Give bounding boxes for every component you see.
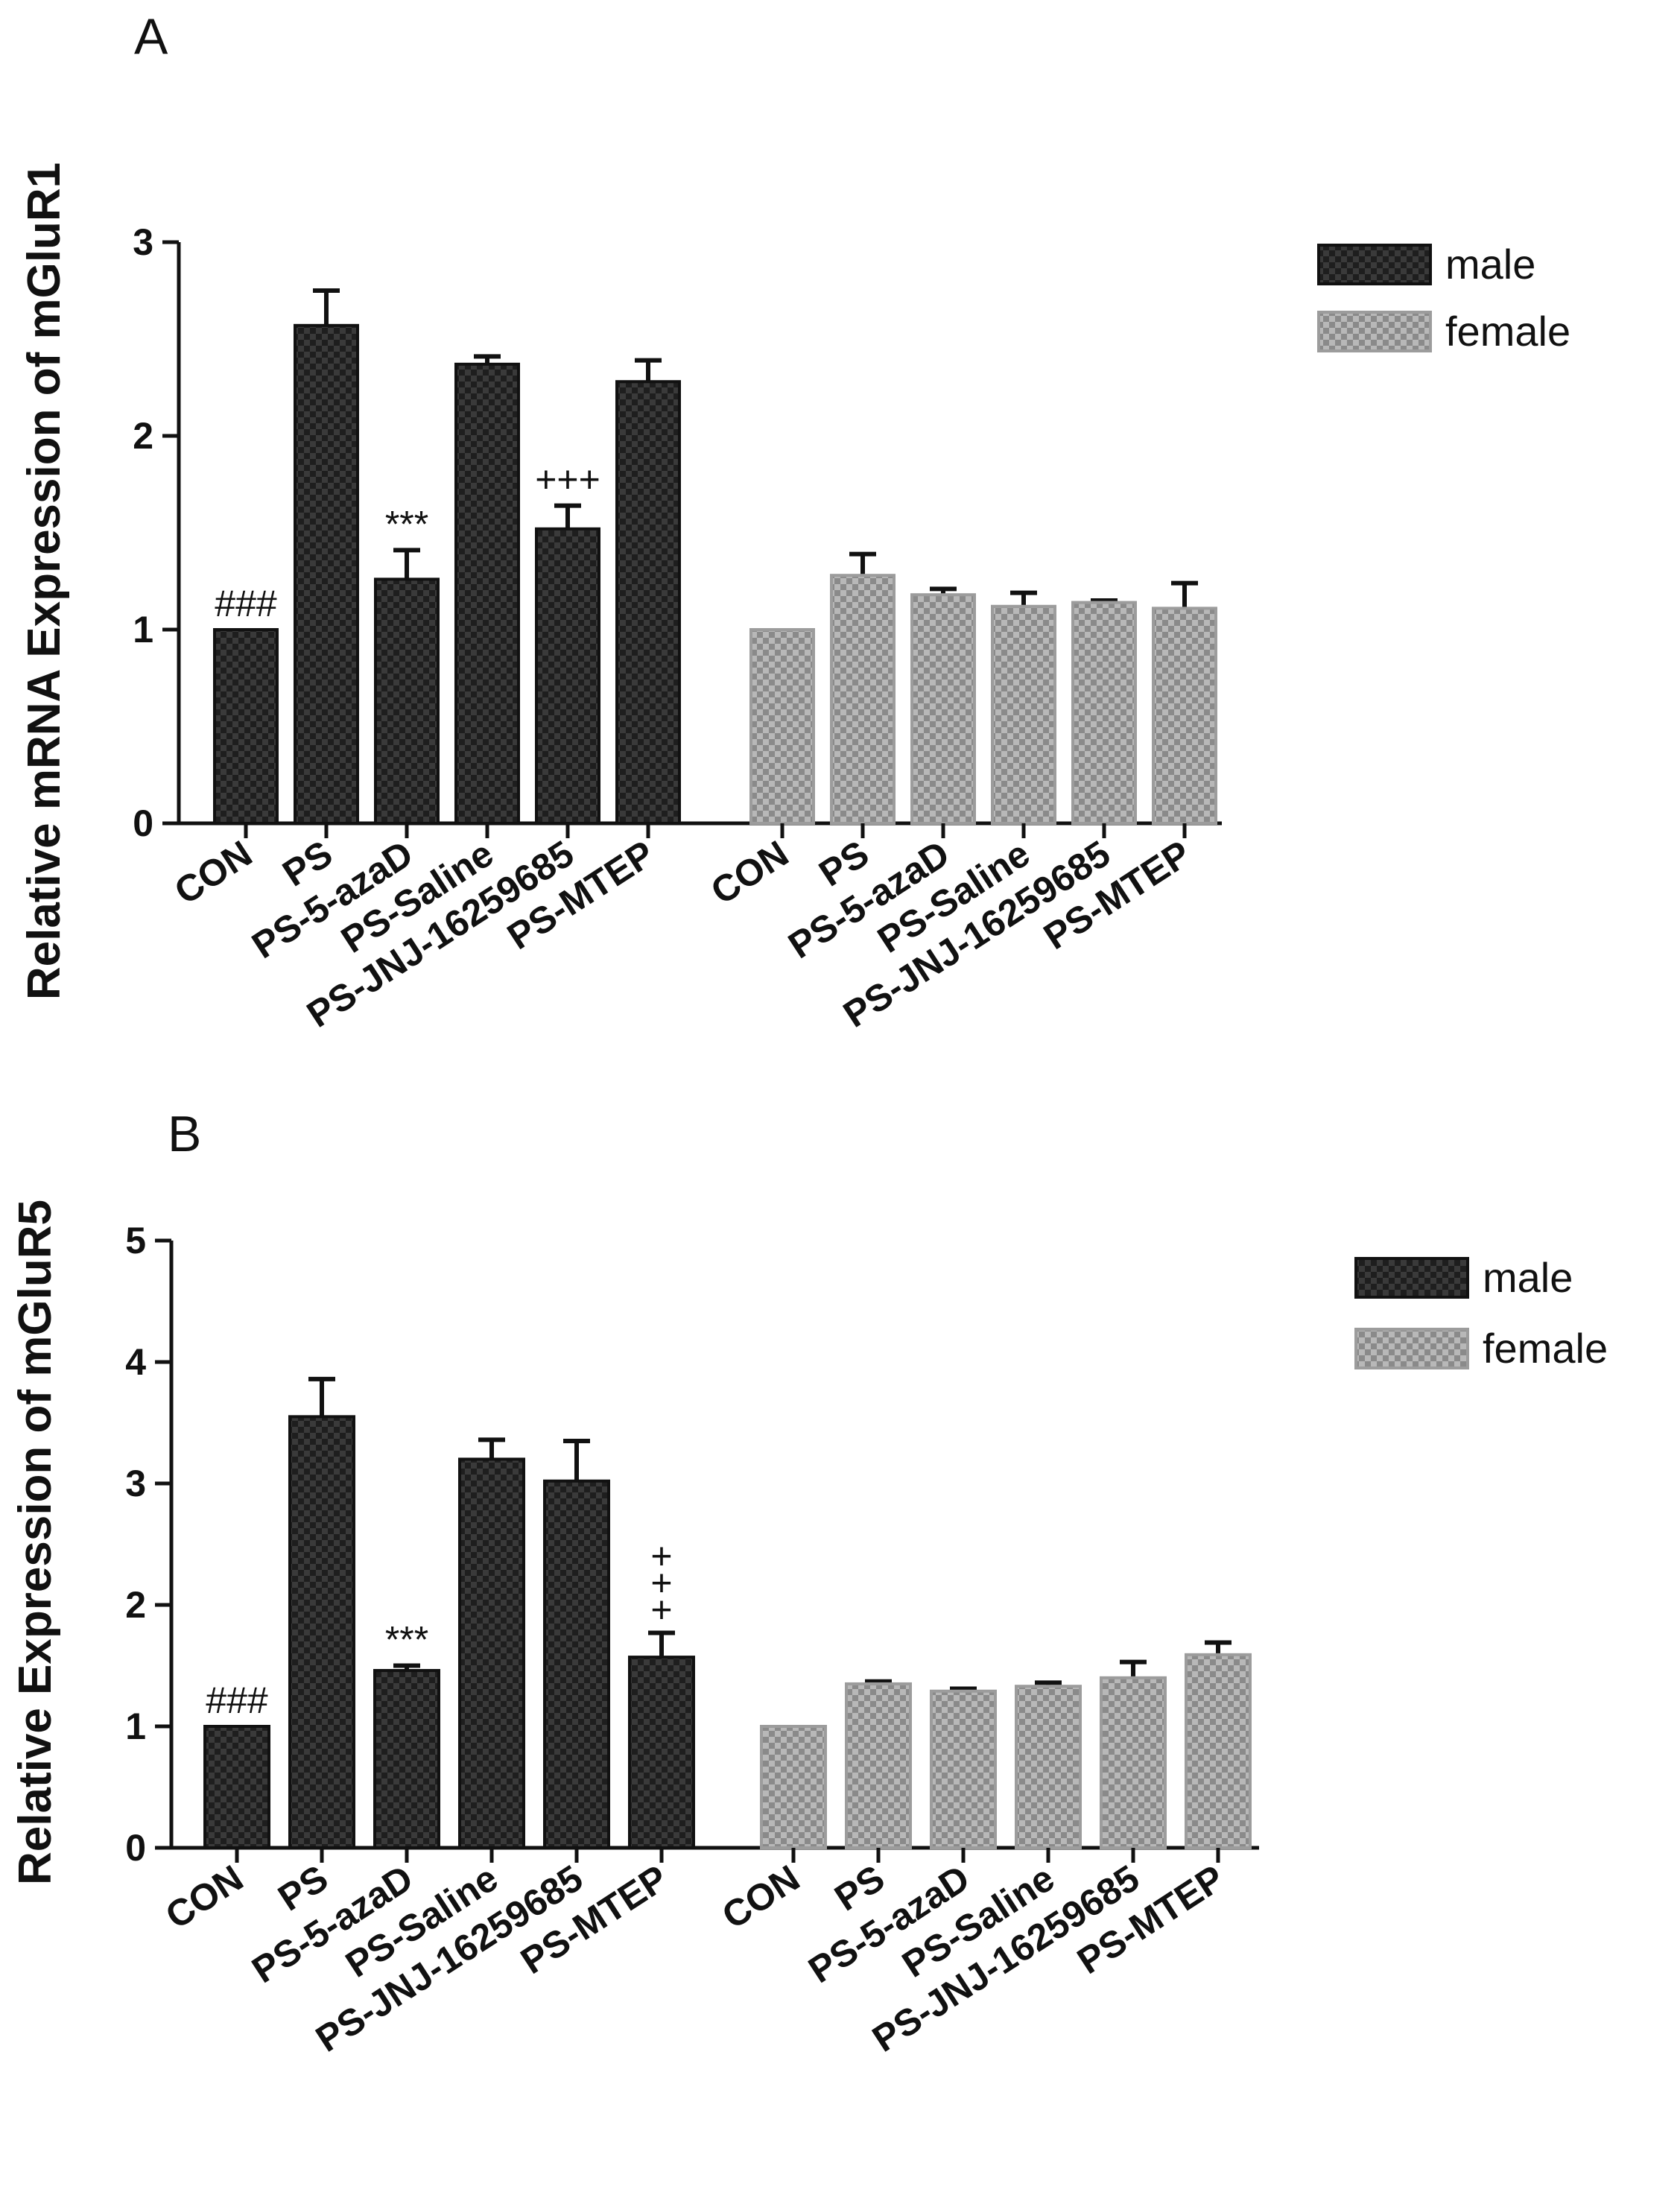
bar-female-1 — [749, 628, 815, 825]
bar-female-2 — [845, 1682, 912, 1850]
y-axis-title: Relative Expression of mGluR5 — [10, 1200, 61, 1885]
x-tick-label: CON — [167, 832, 259, 912]
panel-letter-b: B — [168, 1106, 201, 1162]
legend-label-female: female — [1483, 1325, 1608, 1372]
legend: male female — [1317, 241, 1570, 355]
bar-male-6 — [628, 1656, 695, 1850]
plot-area: 0123CON###PSPS-5-azaD***PS-SalinePS-JNJ-… — [133, 221, 1222, 1036]
chart-b-svg: B Relative Expression of mGluR5 0 1 2 3 4 5 CO… — [10, 1106, 1608, 2060]
y-axis-title: Relative mRNA Expression of mGluR1 — [19, 162, 70, 1000]
bar-male-4 — [454, 362, 520, 825]
bar-female-4 — [1015, 1685, 1082, 1850]
panel-a: A Relative mRNA Expression of mGluR1 0 1 2… — [19, 8, 1570, 1036]
y-tick-label: 3 — [125, 1463, 146, 1504]
bar-female-6 — [1152, 606, 1217, 826]
bar-male-1 — [213, 628, 279, 825]
significance-mark: +++ — [535, 459, 600, 501]
y-tick-label: 3 — [133, 221, 153, 263]
bar-male-5 — [543, 1479, 610, 1849]
bar-female-6 — [1185, 1653, 1252, 1850]
bar-male-1 — [203, 1725, 270, 1849]
x-tick-label: CON — [158, 1857, 250, 1936]
x-tick-label: CON — [714, 1857, 807, 1936]
panel-b: B Relative Expression of mGluR5 0 1 2 3 4 5 CO… — [0, 1099, 1680, 2198]
bar-female-5 — [1071, 601, 1137, 825]
bar-female-1 — [760, 1725, 827, 1849]
y-tick-label: 0 — [133, 802, 153, 844]
significance-mark: ### — [215, 583, 277, 624]
significance-mark: *** — [385, 1619, 428, 1661]
significance-mark: *** — [385, 503, 428, 545]
legend-label-male: male — [1483, 1254, 1573, 1301]
plot-area: 012345CON###PSPS-5-azaD***PS-SalinePS-JN… — [125, 1220, 1259, 2060]
legend-label-female: female — [1445, 308, 1570, 355]
legend: male female — [1354, 1254, 1608, 1372]
y-tick-label: 0 — [125, 1827, 146, 1869]
y-tick-label: 5 — [125, 1220, 146, 1261]
bar-female-5 — [1100, 1676, 1167, 1849]
bar-female-3 — [910, 593, 976, 825]
significance-mark: + — [650, 1589, 672, 1630]
y-tick-label: 2 — [125, 1584, 146, 1626]
bar-female-2 — [830, 574, 896, 825]
bar-male-3 — [373, 1669, 440, 1850]
significance-mark: + — [650, 1562, 672, 1603]
bar-female-4 — [991, 604, 1056, 825]
bar-male-6 — [615, 380, 681, 825]
x-tick-label: CON — [703, 832, 796, 912]
panel-letter-a: A — [134, 8, 168, 65]
bar-male-3 — [374, 577, 440, 826]
bar-female-3 — [930, 1689, 997, 1849]
bar-male-2 — [294, 323, 359, 825]
legend-swatch-male — [1317, 244, 1432, 285]
y-tick-label: 1 — [133, 609, 153, 650]
y-tick-label: 2 — [133, 415, 153, 457]
y-tick-label: 1 — [125, 1705, 146, 1747]
significance-mark: + — [650, 1535, 672, 1577]
bar-male-4 — [458, 1457, 525, 1849]
bar-male-5 — [535, 527, 600, 825]
legend-swatch-female — [1317, 311, 1432, 352]
legend-label-male: male — [1445, 241, 1535, 288]
chart-a-svg: A Relative mRNA Expression of mGluR1 0 1 2… — [19, 8, 1570, 1036]
y-tick-label: 4 — [125, 1341, 146, 1383]
significance-mark: ### — [206, 1679, 268, 1721]
legend-swatch-male — [1354, 1257, 1469, 1299]
bar-male-2 — [288, 1415, 355, 1850]
legend-swatch-female — [1354, 1328, 1469, 1369]
